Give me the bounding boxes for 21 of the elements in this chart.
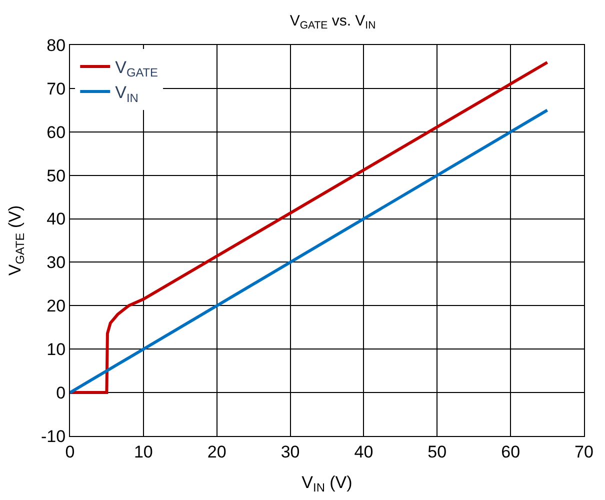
y-tick-label: 20	[46, 296, 66, 316]
y-tick-label: -10	[41, 426, 66, 446]
x-tick-label: 30	[280, 442, 300, 462]
x-tick-label: 50	[428, 442, 447, 462]
y-tick-label: 50	[46, 166, 66, 186]
y-tick-label: 80	[46, 36, 66, 55]
y-tick-label: 70	[46, 79, 66, 98]
y-tick-label: 30	[46, 253, 66, 272]
x-tick-label: 40	[354, 442, 374, 462]
chart-title: V$_{GATE}$ vs. V$_{IN}$	[290, 12, 376, 32]
y-tick-label: 10	[46, 340, 66, 360]
x-tick-label: 10	[134, 442, 153, 462]
y-tick-label: 0	[56, 384, 66, 403]
x-tick-label: 20	[207, 442, 226, 462]
y-tick-label: 40	[46, 210, 66, 229]
x-tick-label: 60	[501, 442, 520, 462]
x-tick-label: 70	[574, 442, 594, 462]
x-axis-title: V$_{IN}$ (V)	[302, 472, 352, 494]
y-tick-label: 60	[46, 122, 66, 142]
legend-label: V$_{IN}$	[115, 83, 138, 105]
legend-label: V$_{GATE}$	[115, 58, 158, 80]
